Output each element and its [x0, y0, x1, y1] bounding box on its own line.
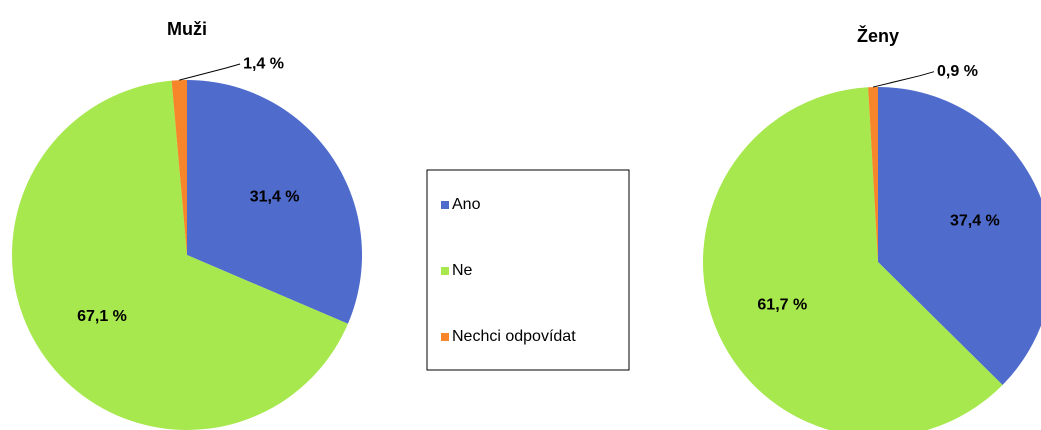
- chart-title: Ženy: [857, 25, 899, 46]
- pie-slice: [703, 87, 1003, 430]
- legend-label: Ano: [452, 196, 481, 213]
- pie-slice: [12, 80, 348, 430]
- pie-slice: [868, 87, 878, 262]
- data-label: 31,4 %: [250, 188, 300, 205]
- legend-box: [426, 169, 630, 371]
- legend-label: Ne: [452, 262, 473, 279]
- pie-slice: [878, 87, 1041, 385]
- leader-line: [179, 63, 241, 81]
- data-label: 0,9 %: [937, 63, 978, 80]
- legend-label: Nechci odpovídat: [452, 328, 576, 345]
- data-label: 67,1 %: [77, 308, 127, 325]
- leader-line: [872, 71, 935, 88]
- pie-slice: [187, 80, 362, 324]
- data-label: 1,4 %: [243, 55, 284, 72]
- legend-swatch: [441, 333, 449, 341]
- legend-swatch: [441, 267, 449, 275]
- chart-title: Muži: [167, 19, 207, 39]
- pie-slice: [171, 80, 187, 255]
- data-label: 61,7 %: [757, 296, 807, 313]
- legend-swatch: [441, 201, 449, 209]
- data-label: 37,4 %: [950, 213, 1000, 230]
